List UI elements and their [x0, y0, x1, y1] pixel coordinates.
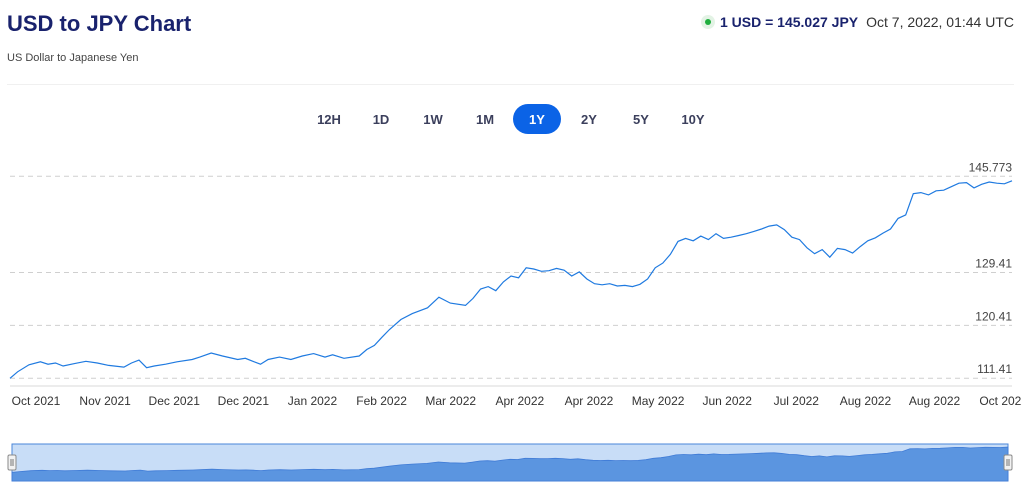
navigator-series: [11, 446, 1009, 482]
range-selector: 12H 1D 1W 1M 1Y 2Y 5Y 10Y: [0, 104, 1022, 134]
chart-grid: [10, 175, 1012, 387]
x-tick-label: Aug 2022: [840, 394, 892, 408]
x-tick-label: Apr 2022: [495, 394, 544, 408]
current-rate: 1 USD = 145.027 JPY Oct 7, 2022, 01:44 U…: [700, 14, 1014, 30]
range-button-2y[interactable]: 2Y: [565, 104, 613, 134]
range-button-12h[interactable]: 12H: [305, 104, 353, 134]
x-tick-label: Feb 2022: [356, 394, 407, 408]
x-tick-label: Oct 2021: [12, 394, 61, 408]
y-tick-label: 129.41: [975, 256, 1012, 270]
page-subtitle: US Dollar to Japanese Yen: [7, 52, 139, 64]
x-tick-label: Jun 2022: [702, 394, 752, 408]
x-tick-label: Mar 2022: [425, 394, 476, 408]
header-divider: [7, 84, 1014, 85]
x-tick-label: May 2022: [632, 394, 685, 408]
y-tick-label: 111.41: [977, 362, 1012, 376]
x-tick-label: Apr 2022: [565, 394, 614, 408]
x-tick-label: Dec 2021: [149, 394, 201, 408]
rate-timestamp: Oct 7, 2022, 01:44 UTC: [866, 14, 1014, 30]
range-button-1y[interactable]: 1Y: [513, 104, 561, 134]
live-status-icon: [700, 15, 715, 29]
range-button-5y[interactable]: 5Y: [617, 104, 665, 134]
navigator-handle-left[interactable]: [7, 454, 17, 471]
range-button-1m[interactable]: 1M: [461, 104, 509, 134]
y-tick-label: 120.41: [975, 309, 1012, 323]
range-navigator[interactable]: [7, 443, 1013, 482]
x-tick-label: Jan 2022: [288, 394, 338, 408]
x-axis: Oct 2021 Nov 2021 Dec 2021 Dec 2021 Jan 2022…: [12, 394, 1022, 408]
page-title: USD to JPY Chart: [7, 11, 192, 36]
range-button-1w[interactable]: 1W: [409, 104, 457, 134]
range-button-1d[interactable]: 1D: [357, 104, 405, 134]
y-axis: 145.773 129.41 120.41 111.41: [969, 160, 1013, 376]
range-button-10y[interactable]: 10Y: [669, 104, 717, 134]
series-line: [9, 180, 1013, 379]
x-tick-label: Aug 2022: [909, 394, 961, 408]
x-tick-label: Oct 2022: [979, 394, 1022, 408]
x-tick-label: Nov 2021: [79, 394, 131, 408]
rate-value: 1 USD = 145.027 JPY: [719, 14, 859, 30]
y-tick-label: 145.773: [969, 160, 1013, 174]
x-tick-label: Jul 2022: [774, 394, 820, 408]
x-tick-label: Dec 2021: [218, 394, 270, 408]
navigator-handle-right[interactable]: [1003, 454, 1013, 471]
